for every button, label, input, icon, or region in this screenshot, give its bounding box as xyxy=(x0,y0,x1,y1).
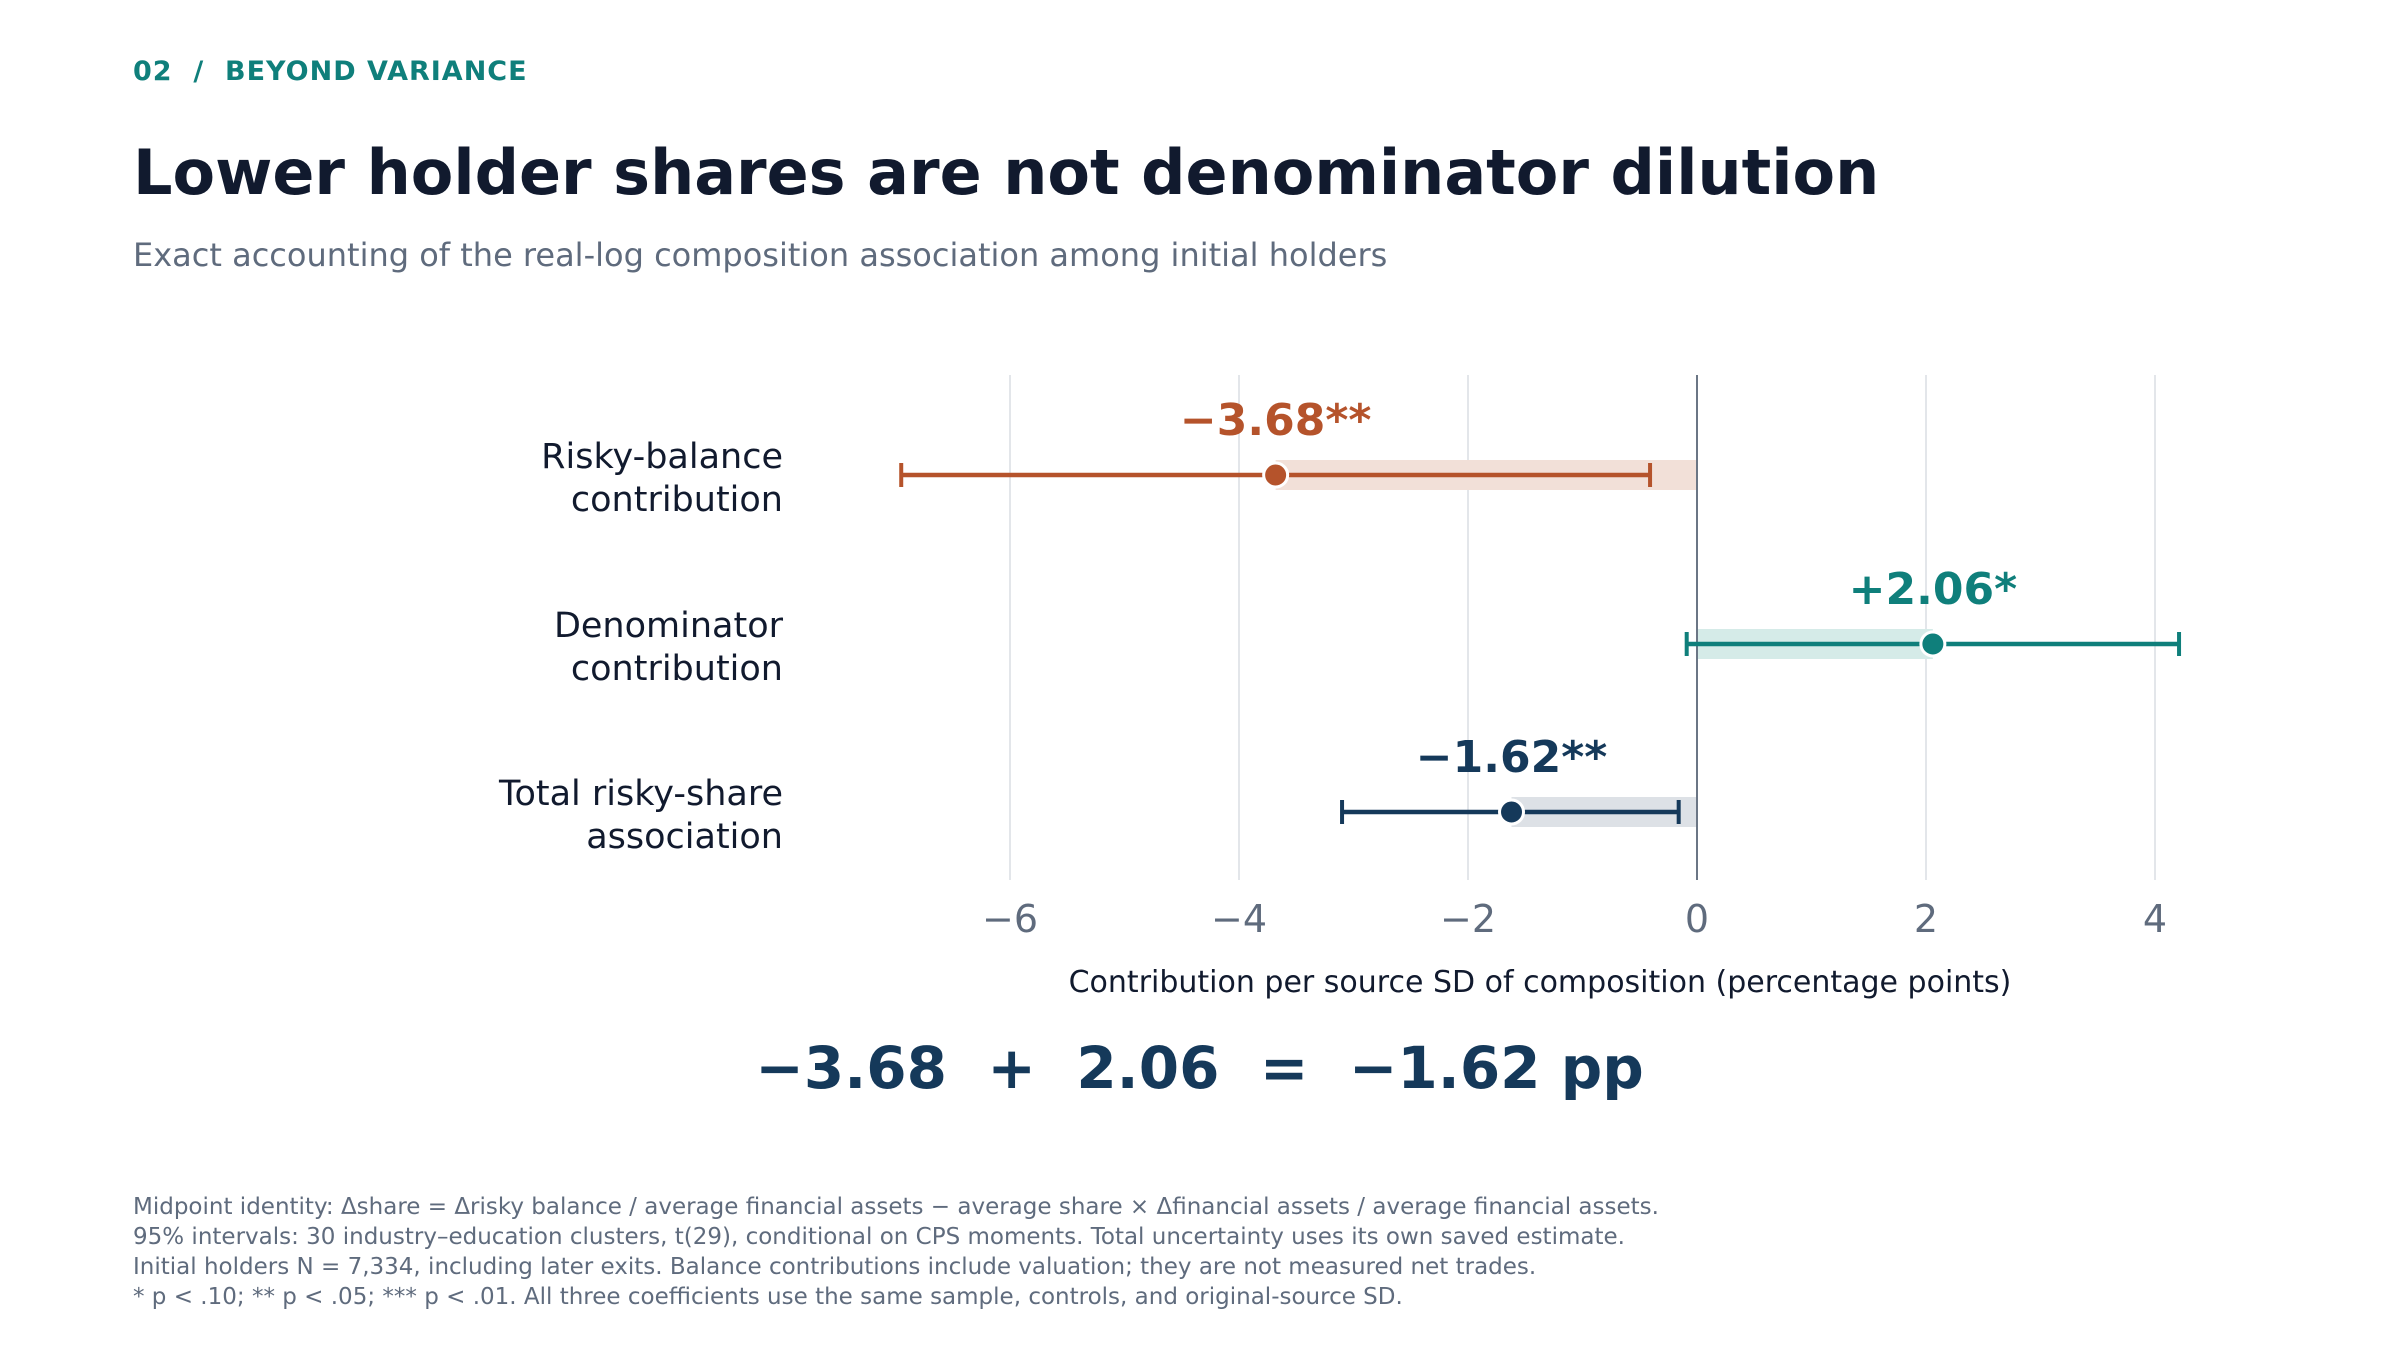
row-label: Total risky-share xyxy=(498,774,783,814)
footnote-line: Initial holders N = 7,334, including lat… xyxy=(133,1254,1537,1280)
row-label: contribution xyxy=(571,649,783,689)
footnote-line: * p < .10; ** p < .05; *** p < .01. All … xyxy=(133,1284,1403,1310)
identity-term-risky: −3.68 xyxy=(755,1034,947,1102)
footnote-line: 95% intervals: 30 industry–education clu… xyxy=(133,1224,1625,1250)
footnotes: Midpoint identity: Δshare = Δrisky balan… xyxy=(133,1192,1659,1312)
value-label: +2.06* xyxy=(1849,564,2017,615)
x-tick-label: −2 xyxy=(1440,897,1496,941)
value-label: −1.62** xyxy=(1416,732,1607,783)
x-tick-label: −6 xyxy=(982,897,1038,941)
value-label: −3.68** xyxy=(1180,395,1371,446)
footnote-line: Midpoint identity: Δshare = Δrisky balan… xyxy=(133,1194,1659,1220)
x-tick-label: 2 xyxy=(1914,897,1938,941)
identity-term-total: −1.62 pp xyxy=(1348,1034,1644,1102)
identity-equals: = xyxy=(1259,1034,1309,1102)
identity-equation: −3.68 + 2.06 = −1.62 pp xyxy=(0,1034,2399,1102)
row-label: contribution xyxy=(571,480,783,520)
estimate-point xyxy=(1919,630,1947,658)
identity-plus: + xyxy=(987,1034,1036,1102)
x-tick-label: 0 xyxy=(1685,897,1709,941)
x-axis-label: Contribution per source SD of compositio… xyxy=(1069,965,2012,1000)
identity-term-denominator: 2.06 xyxy=(1076,1034,1220,1102)
row-label: Risky-balance xyxy=(541,437,783,477)
page-title: Lower holder shares are not denominator … xyxy=(133,136,1880,209)
row-label: Denominator xyxy=(554,606,784,646)
page-subtitle: Exact accounting of the real-log composi… xyxy=(133,236,1388,274)
estimate-point xyxy=(1498,798,1526,826)
x-tick-label: 4 xyxy=(2143,897,2167,941)
section-eyebrow: 02 / BEYOND VARIANCE xyxy=(133,56,528,87)
estimate-point xyxy=(1262,461,1290,489)
row-label: association xyxy=(586,817,783,857)
x-tick-label: −4 xyxy=(1211,897,1267,941)
